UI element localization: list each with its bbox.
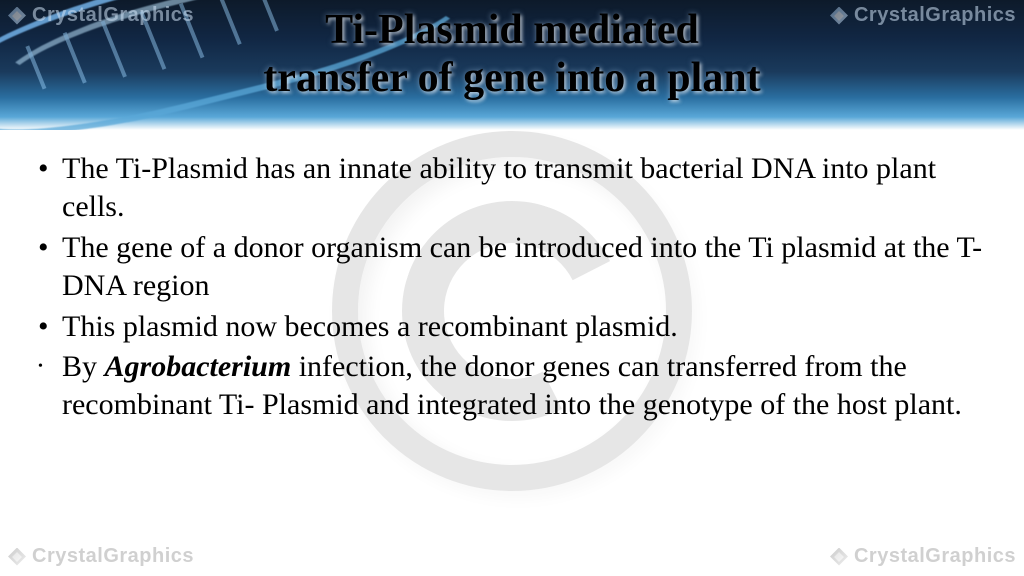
slide-title: Ti-Plasmid mediated transfer of gene int… bbox=[0, 6, 1024, 103]
brand-name: CrystalGraphics bbox=[32, 545, 194, 568]
bullet-item: The gene of a donor organism can be intr… bbox=[34, 229, 990, 306]
bullet-item: By Agrobacterium infection, the donor ge… bbox=[34, 348, 990, 425]
brand-watermark-bottom-right: CrystalGraphics bbox=[830, 545, 1016, 568]
brand-logo-icon bbox=[830, 548, 848, 566]
brand-logo-icon bbox=[8, 548, 26, 566]
bullet-item: This plasmid now becomes a recombinant p… bbox=[34, 308, 990, 346]
brand-name: CrystalGraphics bbox=[854, 545, 1016, 568]
header-band: CrystalGraphics CrystalGraphics Ti-Plasm… bbox=[0, 0, 1024, 130]
title-line-1: Ti-Plasmid mediated bbox=[325, 7, 699, 53]
title-line-2: transfer of gene into a plant bbox=[263, 55, 760, 101]
bullet-item: The Ti-Plasmid has an innate ability to … bbox=[34, 150, 990, 227]
bullet-list: The Ti-Plasmid has an innate ability to … bbox=[34, 150, 990, 425]
italic-term: Agrobacterium bbox=[105, 350, 292, 383]
brand-watermark-bottom-left: CrystalGraphics bbox=[8, 545, 194, 568]
slide-body: The Ti-Plasmid has an innate ability to … bbox=[34, 150, 990, 427]
